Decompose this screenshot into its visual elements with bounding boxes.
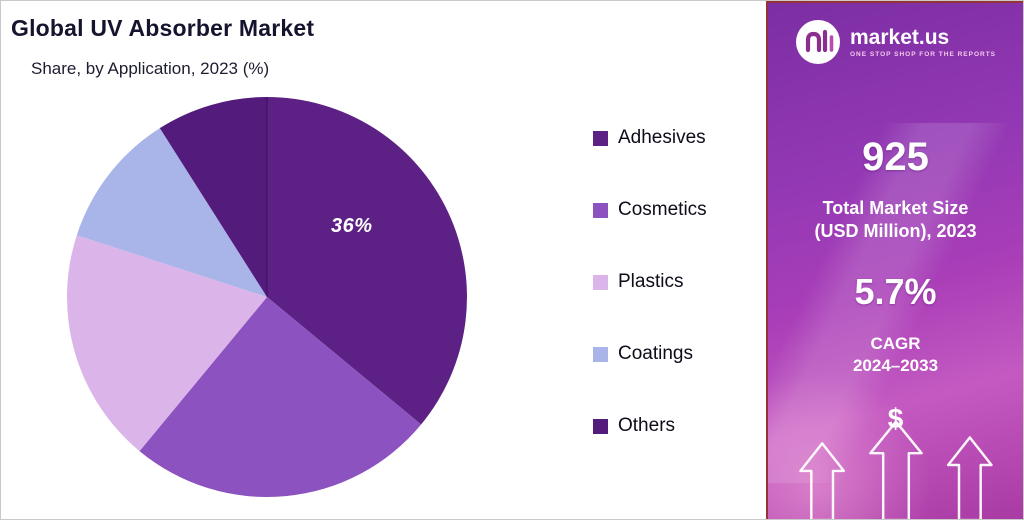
pie-slice-coatings xyxy=(76,128,267,297)
cagr-label: CAGR 2024–2033 xyxy=(768,333,1023,377)
total-market-size-label: Total Market Size (USD Million), 2023 xyxy=(768,197,1023,243)
growth-arrows-icon xyxy=(799,420,993,519)
legend-swatch-coatings xyxy=(593,346,608,362)
brand-logo: market.us ONE STOP SHOP FOR THE REPORTS xyxy=(768,19,1023,65)
pie-slice-adhesives xyxy=(267,97,467,425)
legend-item-others: Others xyxy=(593,415,707,437)
pie-slice-cosmetics xyxy=(139,297,422,497)
cagr-label-line1: CAGR xyxy=(870,334,921,353)
page-title: Global UV Absorber Market xyxy=(11,15,315,41)
cagr-label-line2: 2024–2033 xyxy=(852,356,939,375)
marketus-logo-icon xyxy=(795,20,840,64)
legend-label: Cosmetics xyxy=(618,199,707,220)
total-market-size-value: 925 xyxy=(862,135,929,179)
legend-swatch-others xyxy=(593,418,608,434)
total-market-size-label-line1: Total Market Size xyxy=(822,198,969,218)
pie-chart-svg xyxy=(67,97,467,497)
brand-panel: market.us ONE STOP SHOP FOR THE REPORTS … xyxy=(766,1,1023,519)
legend-item-cosmetics: Cosmetics xyxy=(593,199,707,221)
legend-item-adhesives: Adhesives xyxy=(593,127,707,149)
pie-slice-plastics xyxy=(67,235,268,452)
legend-item-coatings: Coatings xyxy=(593,343,707,365)
brand-name: market.us xyxy=(849,25,950,49)
legend-label: Coatings xyxy=(618,343,693,364)
legend-label: Plastics xyxy=(618,271,684,292)
pie-chart: 36% xyxy=(65,95,469,499)
legend-label: Others xyxy=(618,415,676,436)
cagr-value: 5.7% xyxy=(854,271,937,312)
legend-swatch-cosmetics xyxy=(593,202,608,218)
chart-legend: Adhesives Cosmetics Plastics Coatings Ot… xyxy=(593,127,707,437)
total-market-size-label-line2: (USD Million), 2023 xyxy=(814,221,977,241)
legend-label: Adhesives xyxy=(618,127,706,148)
chart-section: Global UV Absorber Market Share, by Appl… xyxy=(1,1,766,519)
brand-tagline: ONE STOP SHOP FOR THE REPORTS xyxy=(849,50,997,58)
pie-slice-label: 36% xyxy=(331,215,373,237)
brand-text: market.us ONE STOP SHOP FOR THE REPORTS xyxy=(849,25,997,58)
legend-swatch-adhesives xyxy=(593,130,608,146)
pie-slice-others xyxy=(159,97,267,297)
legend-swatch-plastics xyxy=(593,274,608,290)
chart-subtitle: Share, by Application, 2023 (%) xyxy=(31,59,270,78)
legend-item-plastics: Plastics xyxy=(593,271,707,293)
